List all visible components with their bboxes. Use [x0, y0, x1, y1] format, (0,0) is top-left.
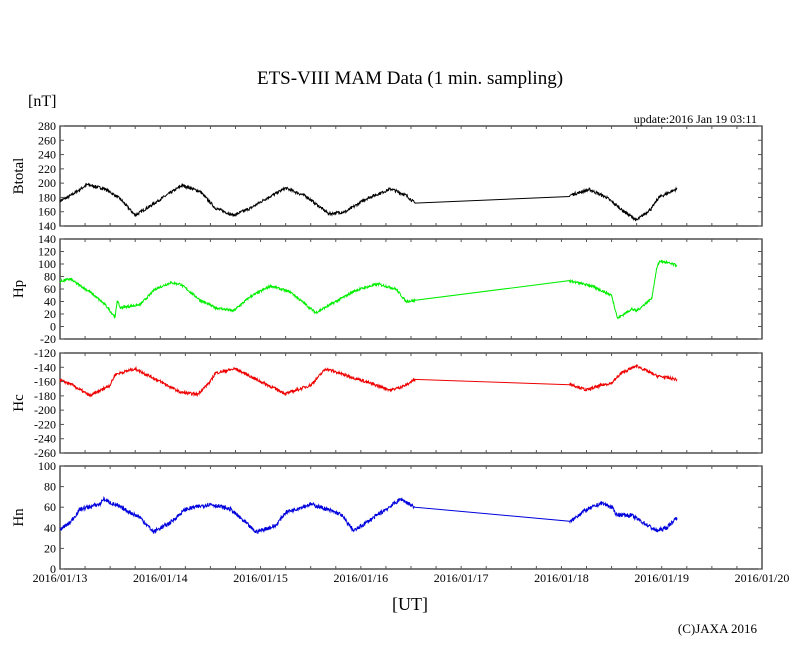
y-tick-label: -160	[34, 375, 56, 389]
plot-frame	[59, 352, 763, 454]
plot-frame	[59, 238, 763, 340]
y-tick-label: -20	[40, 332, 56, 346]
x-tick-label: 2016/01/13	[33, 571, 88, 585]
y-tick-label: 20	[44, 541, 56, 555]
copyright: (C)JAXA 2016	[678, 621, 758, 636]
plot-frame	[59, 465, 763, 570]
panel-hc: -120-140-160-180-200-220-240-260 Hc	[11, 346, 763, 460]
y-tick-label: 40	[44, 521, 56, 535]
x-tick-label: 2016/01/14	[133, 571, 188, 585]
y-tick-label: 180	[38, 190, 56, 204]
y-tick-label: 280	[38, 119, 56, 133]
y-tick-label: 80	[44, 270, 56, 284]
y-tick-label: 220	[38, 162, 56, 176]
y-tick-label: 140	[38, 219, 56, 233]
x-axis-label: [UT]	[392, 594, 428, 614]
panel-hn: 100 80 60 40 20 0 Hn	[11, 459, 763, 576]
series-line-hp	[59, 259, 678, 320]
y-tick-label: -180	[34, 389, 56, 403]
y-tick-label: 0	[50, 320, 56, 334]
y-tick-label: 80	[44, 480, 56, 494]
plot-frame	[59, 125, 763, 227]
chart-title: ETS-VIII MAM Data (1 min. sampling)	[257, 68, 563, 89]
y-tick-label: -200	[34, 403, 56, 417]
y-tick-label: -260	[34, 446, 56, 460]
y-tick-label: 160	[38, 205, 56, 219]
y-tick-label: 200	[38, 176, 56, 190]
y-tick-label: 120	[38, 245, 56, 259]
x-tick-label: 2016/01/19	[634, 571, 689, 585]
update-label: update:2016 Jan 19 03:11	[634, 112, 757, 126]
y-axis-label: Hc	[11, 394, 27, 412]
y-tick-label: 100	[38, 257, 56, 271]
series-line-hn	[59, 495, 678, 535]
y-axis-label: Hp	[11, 280, 27, 298]
y-tick-label: -240	[34, 432, 56, 446]
y-tick-label: 60	[44, 500, 56, 514]
y-tick-label: 20	[44, 307, 56, 321]
x-tick-label: 2016/01/15	[233, 571, 288, 585]
y-tick-label: 60	[44, 282, 56, 296]
series-line-hc	[59, 364, 678, 398]
y-tick-label: -140	[34, 360, 56, 374]
y-tick-label: -220	[34, 417, 56, 431]
y-tick-label: -120	[34, 346, 56, 360]
x-tick-label: 2016/01/18	[534, 571, 589, 585]
x-tick-label: 2016/01/16	[334, 571, 389, 585]
series-line-btotal	[59, 182, 678, 222]
y-tick-label: 140	[38, 232, 56, 246]
y-tick-label: 40	[44, 295, 56, 309]
x-tick-label: 2016/01/20	[735, 571, 790, 585]
y-tick-label: 0	[50, 562, 56, 576]
y-axis-label: Btotal	[11, 158, 27, 195]
x-tick-label: 2016/01/17	[434, 571, 489, 585]
y-tick-label: 260	[38, 133, 56, 147]
y-tick-label: 100	[38, 459, 56, 473]
y-axis-label: Hn	[11, 508, 27, 527]
unit-label: [nT]	[28, 93, 56, 110]
y-tick-label: 240	[38, 148, 56, 162]
